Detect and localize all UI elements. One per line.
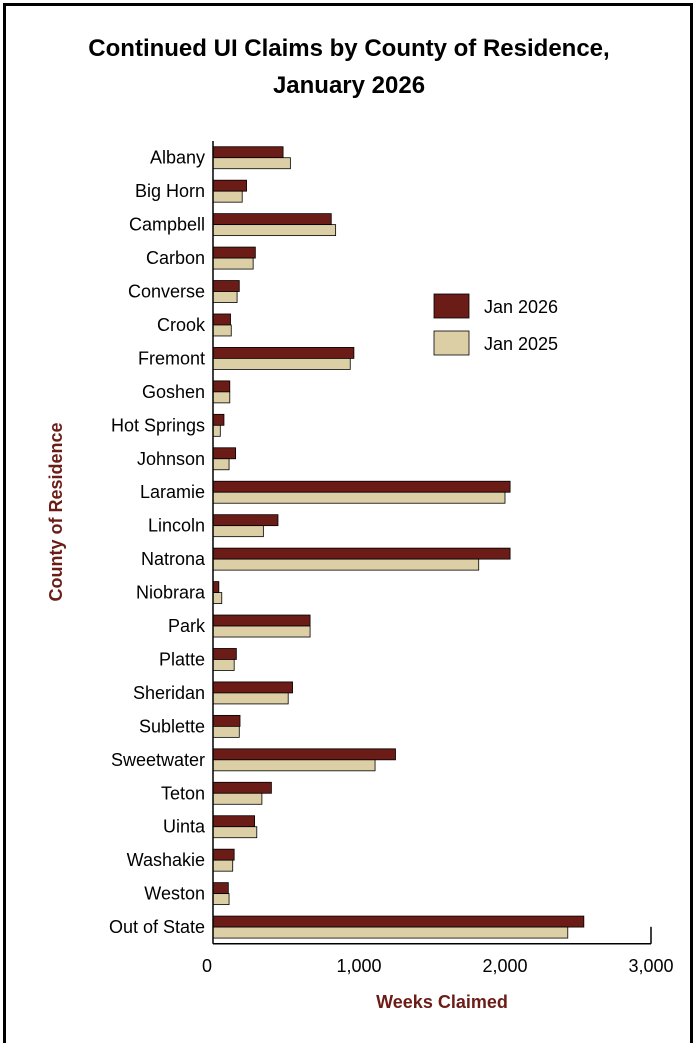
category-label: Out of State [109, 917, 205, 937]
bar-goshen-jan-2025 [212, 391, 231, 404]
bar-sheridan-jan-2025 [212, 692, 289, 705]
bar-natrona-jan-2025 [212, 558, 480, 571]
bar-crook-jan-2026 [212, 313, 231, 326]
bar-lincoln-jan-2026 [212, 514, 279, 527]
category-label: Platte [159, 649, 205, 669]
bar-converse-jan-2025 [212, 291, 238, 303]
bar-niobrara-jan-2025 [212, 592, 223, 604]
bar-albany-jan-2025 [212, 157, 291, 170]
category-label: Fremont [138, 348, 205, 368]
category-label: Johnson [137, 449, 205, 469]
bar-weston-jan-2026 [212, 882, 229, 895]
bar-teton-jan-2025 [212, 792, 263, 805]
category-label: Hot Springs [111, 415, 205, 435]
bar-teton-jan-2026 [212, 781, 272, 794]
bar-big-horn-jan-2026 [212, 179, 247, 192]
category-label: Lincoln [148, 516, 205, 536]
x-tick-label: 2,000 [482, 956, 527, 976]
category-label: Converse [128, 282, 205, 302]
bar-carbon-jan-2025 [212, 257, 254, 270]
bar-hot-springs-jan-2025 [212, 424, 221, 437]
bar-laramie-jan-2026 [212, 480, 511, 493]
y-axis-label: County of Residence [46, 422, 66, 601]
bar-washakie-jan-2025 [212, 859, 234, 872]
chart-title-line1: Continued UI Claims by County of Residen… [88, 35, 609, 62]
category-label: Crook [157, 315, 206, 335]
category-label: Washakie [127, 850, 205, 870]
category-label: Park [168, 616, 206, 636]
category-label: Big Horn [135, 181, 205, 201]
bar-albany-jan-2026 [212, 146, 284, 159]
bar-johnson-jan-2026 [212, 447, 237, 460]
x-tick-label: 1,000 [336, 956, 381, 976]
bar-campbell-jan-2026 [212, 213, 332, 226]
bar-weston-jan-2025 [212, 893, 230, 906]
bar-washakie-jan-2026 [212, 848, 235, 861]
legend-label-jan-2025: Jan 2025 [484, 334, 558, 354]
category-label: Uinta [163, 817, 206, 837]
bar-park-jan-2026 [212, 614, 311, 627]
bar-out-of-state-jan-2026 [212, 915, 585, 928]
legend-label-jan-2026: Jan 2026 [484, 297, 558, 317]
legend-swatch-jan-2026 [433, 293, 470, 319]
x-tick-label: 3,000 [628, 956, 673, 976]
bar-sublette-jan-2026 [212, 714, 241, 727]
bar-uinta-jan-2025 [212, 826, 258, 839]
bar-lincoln-jan-2025 [212, 525, 264, 538]
bar-carbon-jan-2026 [212, 246, 256, 259]
chart-frame [3, 3, 693, 1043]
bar-fremont-jan-2025 [212, 358, 351, 370]
category-label: Sublette [139, 716, 205, 736]
x-tick-labels: 0 1,000 2,000 3,000 [202, 956, 674, 976]
bar-converse-jan-2026 [212, 280, 240, 292]
bar-crook-jan-2025 [212, 324, 232, 337]
bar-sweetwater-jan-2025 [212, 759, 376, 772]
category-label: Sheridan [133, 683, 205, 703]
category-label: Teton [161, 783, 205, 803]
category-label: Campbell [129, 215, 205, 235]
bar-niobrara-jan-2026 [212, 581, 220, 593]
bar-hot-springs-jan-2026 [212, 413, 225, 426]
bar-park-jan-2025 [212, 625, 311, 638]
bar-natrona-jan-2026 [212, 547, 511, 560]
bar-laramie-jan-2025 [212, 491, 506, 504]
category-label: Goshen [142, 382, 205, 402]
bar-sheridan-jan-2026 [212, 681, 293, 694]
category-label: Albany [150, 148, 205, 168]
bar-out-of-state-jan-2025 [212, 926, 569, 939]
bars-group [212, 146, 585, 939]
bar-big-horn-jan-2025 [212, 190, 243, 203]
category-label: Sweetwater [111, 750, 205, 770]
bar-platte-jan-2026 [212, 648, 237, 660]
bar-sublette-jan-2025 [212, 725, 240, 738]
x-tick-label: 0 [202, 956, 212, 976]
x-axis-label: Weeks Claimed [376, 992, 508, 1012]
bar-fremont-jan-2026 [212, 347, 355, 359]
bar-platte-jan-2025 [212, 659, 235, 671]
bar-johnson-jan-2025 [212, 458, 230, 471]
category-labels: Albany Big Horn Campbell Carbon Converse Croo… [109, 148, 206, 937]
legend-swatch-jan-2025 [433, 330, 470, 356]
category-label: Natrona [141, 549, 206, 569]
category-label: Weston [144, 884, 205, 904]
bar-sweetwater-jan-2026 [212, 748, 396, 761]
chart-title-line2: January 2026 [273, 72, 425, 99]
bar-uinta-jan-2026 [212, 815, 256, 828]
category-label: Carbon [146, 248, 205, 268]
bar-campbell-jan-2025 [212, 224, 337, 237]
category-label: Niobrara [136, 583, 206, 603]
category-label: Laramie [140, 482, 205, 502]
bar-goshen-jan-2026 [212, 380, 231, 393]
legend: Jan 2026 Jan 2025 [433, 293, 558, 356]
